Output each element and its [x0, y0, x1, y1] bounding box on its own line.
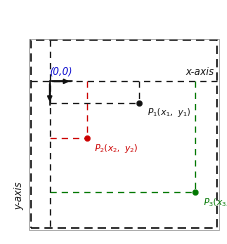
Text: $\it{P}_{1}(\it{x}_{1},\ \it{y}_{1})$: $\it{P}_{1}(\it{x}_{1},\ \it{y}_{1})$	[146, 106, 190, 119]
Text: x-axis: x-axis	[184, 67, 213, 77]
Text: y-axis: y-axis	[14, 181, 24, 210]
Text: $\it{P}_{3}(\it{x}_{3},\ \it{y}_{3})$: $\it{P}_{3}(\it{x}_{3},\ \it{y}_{3})$	[202, 196, 227, 209]
Text: $\it{P}_{2}(\it{x}_{2},\ \it{y}_{2})$: $\it{P}_{2}(\it{x}_{2},\ \it{y}_{2})$	[94, 142, 138, 155]
Text: (0,0): (0,0)	[49, 67, 72, 77]
